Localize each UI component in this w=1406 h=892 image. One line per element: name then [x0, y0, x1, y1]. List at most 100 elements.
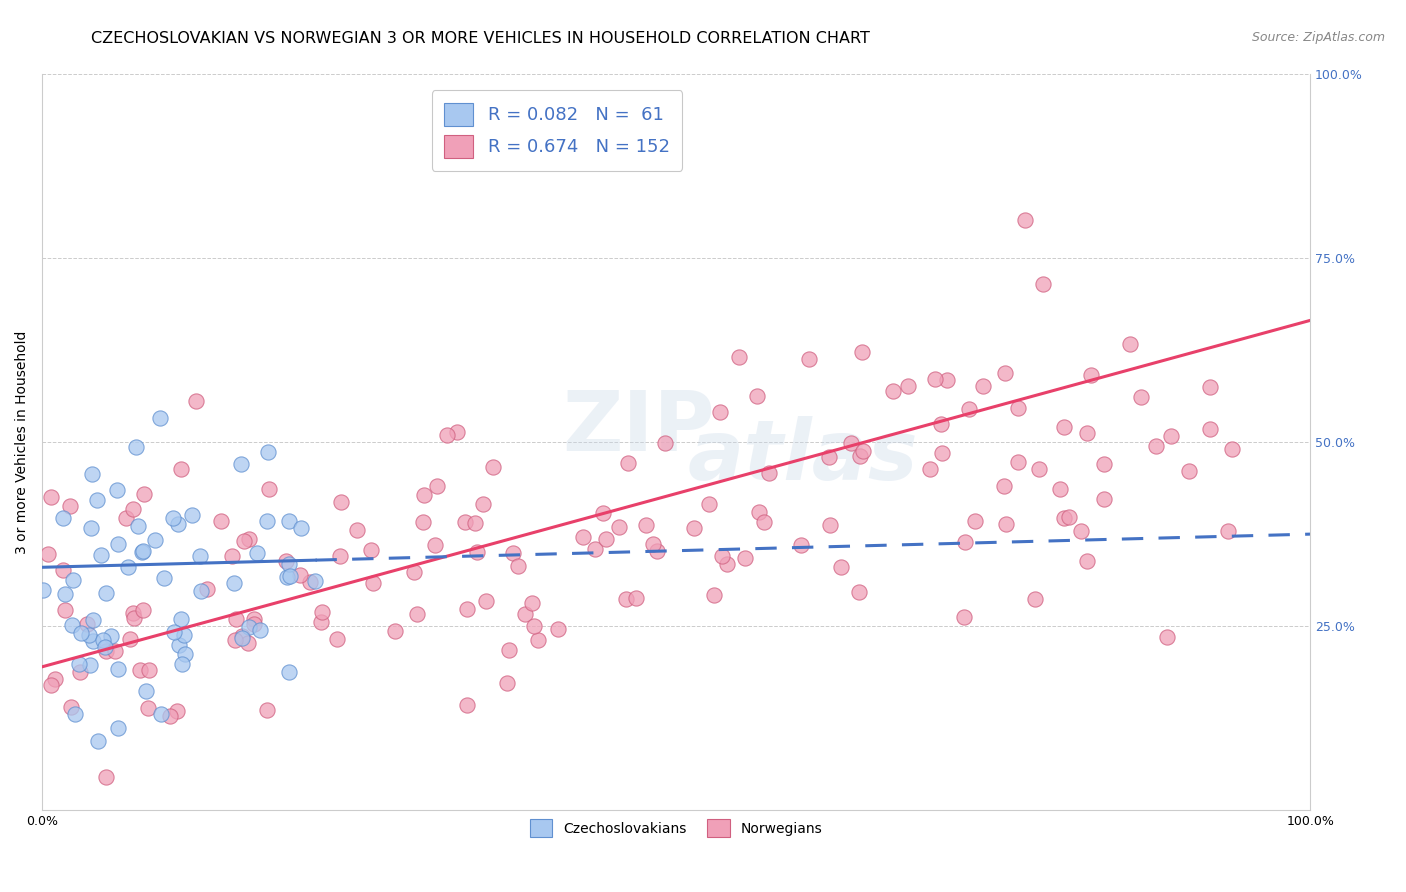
Point: [190, 583, 212, 598]
Point: [170, 612, 193, 626]
Y-axis label: 3 or more Vehicles in Household: 3 or more Vehicles in Household: [15, 330, 30, 554]
Point: [1007, 401, 1029, 415]
Point: [221, 549, 243, 564]
Point: [1024, 592, 1046, 607]
Point: [929, 417, 952, 431]
Point: [728, 350, 751, 364]
Point: [654, 436, 676, 450]
Point: [412, 516, 434, 530]
Point: [224, 576, 246, 591]
Point: [456, 698, 478, 713]
Point: [703, 588, 725, 602]
Point: [136, 701, 159, 715]
Point: [634, 517, 657, 532]
Point: [117, 560, 139, 574]
Point: [1049, 482, 1071, 496]
Point: [53, 587, 76, 601]
Point: [953, 535, 976, 549]
Point: [150, 706, 173, 721]
Point: [643, 537, 665, 551]
Point: [957, 402, 980, 417]
Point: [498, 642, 520, 657]
Point: [225, 612, 247, 626]
Point: [882, 384, 904, 398]
Point: [277, 557, 299, 571]
Point: [166, 517, 188, 532]
Point: [31, 582, 53, 597]
Point: [1069, 524, 1091, 539]
Point: [1053, 510, 1076, 524]
Point: [495, 676, 517, 690]
Point: [734, 550, 756, 565]
Point: [152, 571, 174, 585]
Point: [515, 607, 537, 621]
Point: [547, 622, 569, 636]
Point: [236, 636, 259, 650]
Point: [257, 483, 280, 497]
Point: [848, 450, 870, 464]
Point: [37, 547, 59, 561]
Point: [80, 521, 103, 535]
Point: [59, 499, 82, 513]
Point: [993, 479, 1015, 493]
Text: Source: ZipAtlas.com: Source: ZipAtlas.com: [1251, 31, 1385, 45]
Point: [82, 467, 104, 482]
Point: [1076, 425, 1098, 440]
Point: [699, 497, 721, 511]
Point: [1028, 461, 1050, 475]
Point: [527, 633, 550, 648]
Point: [953, 610, 976, 624]
Point: [93, 640, 115, 655]
Point: [173, 627, 195, 641]
Point: [231, 629, 253, 643]
Point: [965, 514, 987, 528]
Point: [446, 425, 468, 439]
Point: [752, 515, 775, 529]
Point: [852, 443, 875, 458]
Point: [1080, 368, 1102, 382]
Point: [1014, 213, 1036, 227]
Point: [453, 515, 475, 529]
Point: [709, 405, 731, 419]
Point: [132, 544, 155, 558]
Point: [96, 643, 118, 657]
Point: [818, 450, 841, 465]
Point: [425, 538, 447, 552]
Point: [311, 606, 333, 620]
Point: [76, 616, 98, 631]
Point: [402, 565, 425, 579]
Point: [132, 487, 155, 501]
Point: [1177, 464, 1199, 478]
Point: [163, 625, 186, 640]
Point: [238, 532, 260, 546]
Point: [595, 532, 617, 546]
Point: [277, 514, 299, 528]
Point: [60, 699, 83, 714]
Point: [256, 445, 278, 459]
Point: [436, 428, 458, 442]
Point: [897, 379, 920, 393]
Point: [184, 394, 207, 409]
Point: [166, 705, 188, 719]
Point: [91, 632, 114, 647]
Point: [748, 505, 770, 519]
Point: [256, 703, 278, 717]
Point: [77, 628, 100, 642]
Point: [624, 591, 647, 605]
Point: [851, 345, 873, 359]
Point: [572, 530, 595, 544]
Point: [174, 647, 197, 661]
Point: [994, 517, 1017, 532]
Point: [325, 632, 347, 646]
Legend: Czechoslovakians, Norwegians: Czechoslovakians, Norwegians: [523, 813, 830, 844]
Point: [298, 575, 321, 590]
Point: [82, 633, 104, 648]
Point: [924, 372, 946, 386]
Point: [125, 441, 148, 455]
Point: [1032, 277, 1054, 292]
Point: [475, 594, 498, 608]
Point: [1057, 510, 1080, 524]
Point: [972, 378, 994, 392]
Point: [457, 602, 479, 616]
Point: [209, 514, 232, 528]
